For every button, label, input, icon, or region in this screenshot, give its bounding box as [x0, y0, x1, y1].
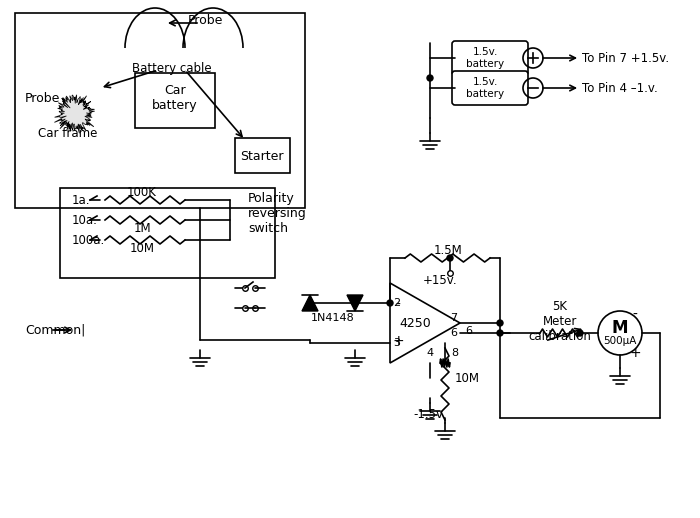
FancyBboxPatch shape [452, 71, 528, 105]
Bar [235, 138, 290, 173]
Text: +15v.: +15v. [423, 274, 457, 286]
Text: To Pin 7 +1.5v.: To Pin 7 +1.5v. [582, 51, 669, 65]
Text: 3: 3 [393, 338, 400, 348]
Circle shape [447, 255, 453, 261]
Text: Car
battery: Car battery [152, 84, 198, 112]
Text: 1.5v.
battery: 1.5v. battery [466, 77, 504, 99]
Circle shape [427, 75, 433, 81]
Circle shape [577, 330, 583, 336]
Circle shape [497, 320, 503, 326]
Text: 1a.: 1a. [72, 194, 90, 207]
Text: Probe: Probe [25, 92, 60, 105]
Text: +: + [629, 346, 641, 360]
Text: 10M: 10M [455, 371, 480, 384]
Text: 1M: 1M [133, 222, 150, 235]
Bar [135, 73, 215, 128]
Text: +: + [392, 334, 404, 348]
Text: 4250: 4250 [399, 316, 431, 329]
Text: -: - [395, 298, 400, 312]
Text: 2: 2 [393, 298, 400, 308]
Text: 5K
Meter
calibration: 5K Meter calibration [528, 299, 592, 342]
Text: 100K: 100K [127, 185, 157, 198]
Text: -: - [633, 308, 638, 322]
Text: 500μA: 500μA [603, 336, 637, 346]
Circle shape [497, 330, 503, 336]
FancyBboxPatch shape [452, 41, 528, 75]
Text: 10M: 10M [130, 241, 155, 254]
Text: 100a.: 100a. [72, 234, 105, 247]
Text: Car frame: Car frame [38, 126, 98, 139]
Text: To Pin 4 –1.v.: To Pin 4 –1.v. [582, 81, 658, 94]
Text: 6: 6 [450, 328, 457, 338]
Text: Polarity
reversing
switch: Polarity reversing switch [248, 192, 307, 235]
Text: 8: 8 [452, 348, 458, 358]
Text: Probe: Probe [188, 13, 223, 26]
Text: Battery cable: Battery cable [132, 62, 212, 75]
Text: 1N4148: 1N4148 [311, 313, 355, 323]
Text: 7: 7 [450, 313, 457, 323]
Text: Starter: Starter [240, 150, 284, 163]
Bar [60, 188, 275, 278]
Polygon shape [302, 295, 318, 311]
Circle shape [387, 300, 393, 306]
Text: 6: 6 [465, 326, 472, 336]
Text: M: M [612, 319, 629, 337]
Text: 4: 4 [426, 348, 433, 358]
Text: -1.5v.: -1.5v. [414, 408, 447, 421]
Polygon shape [55, 95, 94, 133]
Bar [15, 13, 305, 208]
Text: 1.5M: 1.5M [433, 243, 463, 256]
Polygon shape [347, 295, 363, 311]
Text: 10a.: 10a. [72, 213, 98, 226]
Text: 1.5v.
battery: 1.5v. battery [466, 47, 504, 69]
Text: Common|: Common| [25, 324, 85, 337]
